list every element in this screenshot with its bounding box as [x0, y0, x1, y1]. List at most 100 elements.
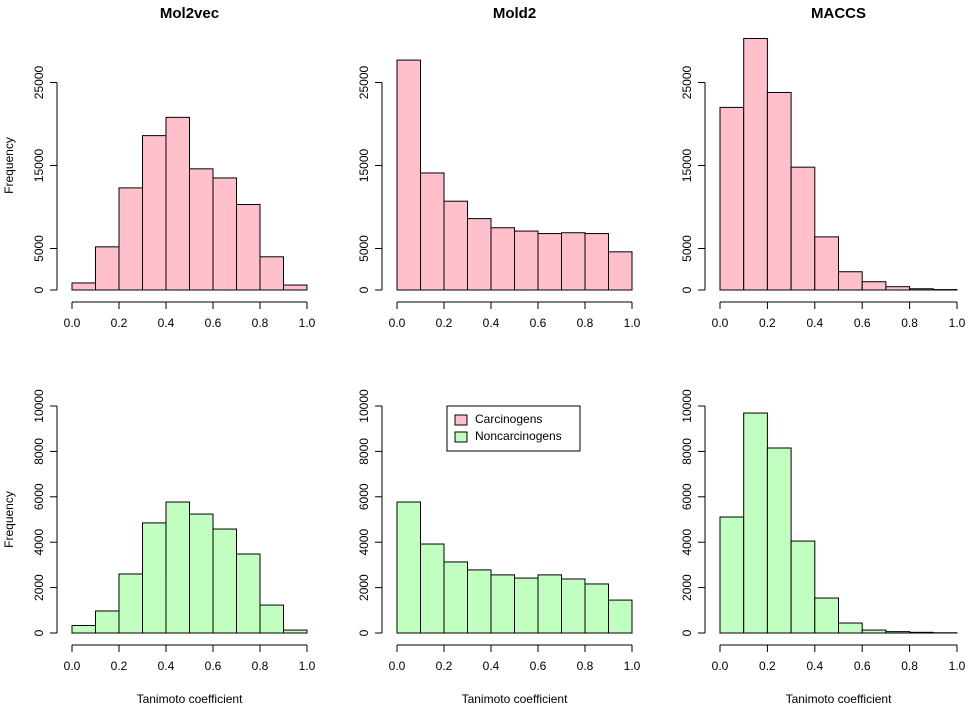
y-tick-label: 15000 [32, 148, 46, 182]
x-tick-label: 0.0 [389, 659, 406, 673]
bar [189, 513, 214, 634]
bar [118, 187, 143, 291]
bar [790, 540, 816, 634]
bar [814, 236, 839, 291]
bar [743, 38, 768, 291]
bar [283, 629, 308, 634]
bar [259, 256, 284, 291]
x-tick-label: 0.8 [577, 659, 594, 673]
bar [71, 625, 96, 634]
x-tick-label: 0.4 [158, 659, 175, 673]
bar [537, 233, 562, 291]
bar [514, 230, 539, 291]
x-tick-label: 0.2 [436, 659, 453, 673]
x-tick-label: 0.6 [530, 316, 547, 330]
y-tick-label: 5000 [32, 235, 46, 262]
x-tick-label: 1.0 [624, 659, 641, 673]
bar [608, 599, 633, 634]
x-tick-label: 0.4 [806, 659, 823, 673]
y-tick-label: 15000 [680, 148, 694, 182]
bar [561, 578, 586, 634]
x-tick-label: 0.2 [759, 659, 776, 673]
x-axis-label: Tanimoto coefficient [137, 692, 244, 706]
bar [861, 629, 887, 634]
y-tick-label: 0 [357, 286, 371, 293]
y-tick-label: 0 [357, 629, 371, 636]
x-tick-label: 0.8 [252, 316, 269, 330]
legend-label: Carcinogens [475, 412, 542, 426]
bar [838, 271, 863, 291]
bar [608, 251, 633, 291]
x-tick-label: 0.4 [483, 316, 500, 330]
bar [212, 177, 237, 291]
x-tick-label: 1.0 [624, 316, 641, 330]
x-tick-label: 0.6 [530, 659, 547, 673]
bar [861, 281, 887, 291]
bar [467, 569, 492, 634]
x-tick-label: 0.4 [158, 316, 175, 330]
x-tick-label: 1.0 [949, 659, 966, 673]
x-axis-label: Tanimoto coefficient [786, 692, 893, 706]
y-tick-label: 15000 [357, 148, 371, 182]
y-tick-label: 4000 [357, 529, 371, 556]
x-tick-label: 1.0 [949, 316, 966, 330]
bar [420, 172, 445, 291]
bar [142, 522, 167, 634]
bar [142, 135, 167, 291]
bar [118, 573, 143, 634]
bar [95, 610, 120, 634]
x-tick-label: 0.8 [901, 659, 918, 673]
y-tick-label: 5000 [357, 235, 371, 262]
y-tick-label: 2000 [680, 574, 694, 601]
y-tick-label: 4000 [680, 529, 694, 556]
y-tick-label: 0 [680, 629, 694, 636]
bar [537, 574, 562, 634]
x-tick-label: 0.4 [483, 659, 500, 673]
bar [189, 168, 214, 291]
y-tick-label: 0 [680, 286, 694, 293]
x-tick-label: 1.0 [299, 316, 316, 330]
y-tick-label: 8000 [357, 438, 371, 465]
x-tick-label: 0.6 [205, 659, 222, 673]
bar [909, 288, 934, 291]
legend-swatch [454, 431, 468, 443]
legend-swatch [454, 414, 468, 426]
y-tick-label: 0 [32, 629, 46, 636]
y-tick-label: 25000 [357, 65, 371, 99]
bar [766, 91, 792, 291]
y-axis-label: Frequency [2, 137, 16, 194]
chart-title: Mold2 [493, 5, 536, 22]
bar [719, 516, 745, 634]
bar [165, 116, 190, 291]
y-tick-label: 6000 [32, 483, 46, 510]
y-tick-label: 6000 [680, 483, 694, 510]
x-tick-label: 0.2 [436, 316, 453, 330]
y-tick-label: 10000 [357, 389, 371, 423]
y-tick-label: 4000 [32, 529, 46, 556]
x-tick-label: 0.6 [205, 316, 222, 330]
bar [584, 583, 609, 634]
bar [236, 204, 261, 291]
bar [514, 577, 539, 634]
bar [396, 501, 421, 634]
bar [165, 501, 190, 634]
x-tick-label: 0.8 [577, 316, 594, 330]
chart-title: MACCS [811, 5, 866, 22]
bar [283, 284, 308, 291]
bar [909, 631, 934, 634]
bar [443, 200, 468, 291]
x-axis-label: Tanimoto coefficient [462, 692, 569, 706]
x-tick-label: 1.0 [299, 659, 316, 673]
y-tick-label: 8000 [32, 438, 46, 465]
bar [212, 528, 237, 634]
bar [259, 604, 284, 634]
bar [236, 553, 261, 634]
y-tick-label: 25000 [680, 65, 694, 99]
legend-box [446, 405, 581, 452]
y-tick-label: 10000 [680, 389, 694, 423]
bar [743, 412, 768, 634]
x-tick-label: 0.2 [759, 316, 776, 330]
y-axis-label: Frequency [2, 491, 16, 548]
x-tick-label: 0.0 [64, 316, 81, 330]
